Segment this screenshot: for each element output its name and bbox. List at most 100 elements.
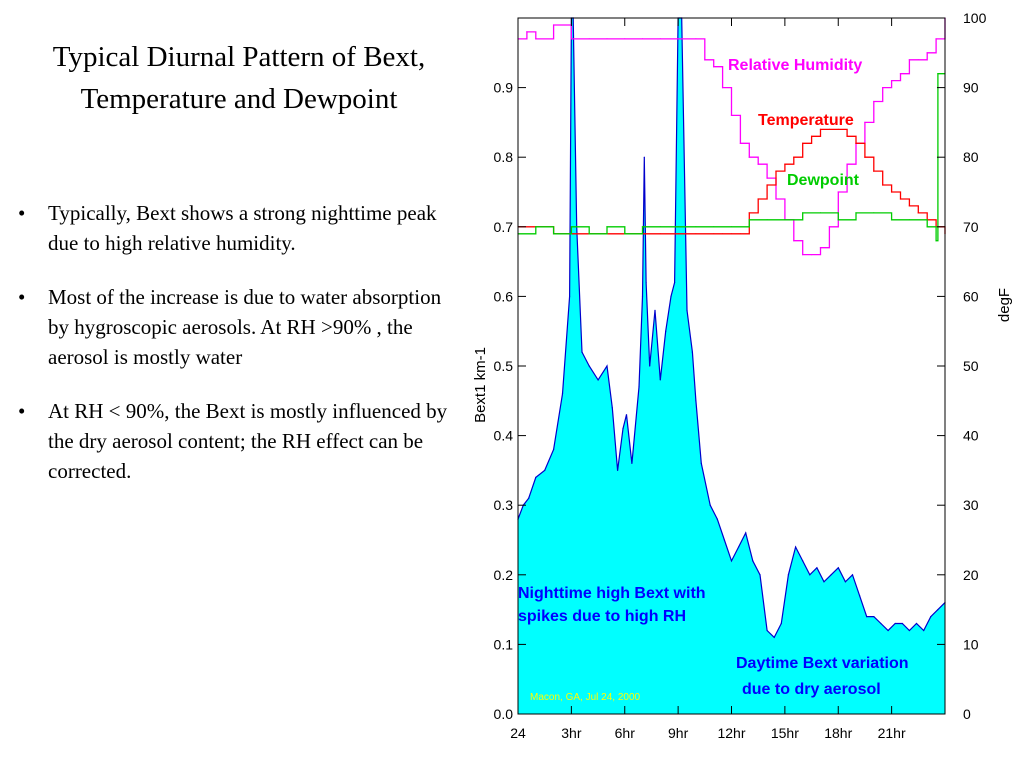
temperature-point (864, 156, 866, 158)
relative-humidity-point (811, 254, 813, 256)
bullet-marker: • (18, 399, 26, 423)
temperature-point (891, 191, 893, 193)
bext1-point (823, 581, 825, 583)
y-right-tick-label: 50 (963, 358, 979, 374)
night-annotation-line-2: spikes due to high RH (518, 608, 686, 625)
x-tick-label: 6hr (615, 725, 636, 741)
dewpoint-point (784, 219, 786, 221)
temperature-point (695, 233, 697, 235)
y-left-tick-label: 0.5 (494, 358, 514, 374)
temperature-point (677, 233, 679, 235)
bext1-point (691, 351, 693, 353)
bext1-point (894, 622, 896, 625)
bext1-point (780, 622, 782, 625)
y-left-tick-label: 0.4 (494, 428, 514, 444)
x-tick-label: 15hr (771, 725, 799, 741)
bext1-point (709, 504, 711, 506)
y-left-tick-label: 0.0 (494, 706, 514, 722)
temperature-point (766, 184, 768, 186)
temperature-point (748, 212, 750, 214)
dewpoint-point (730, 226, 733, 228)
bext1-point (873, 616, 875, 618)
dewpoint-point (766, 219, 768, 221)
bullet-text: Most of the increase is due to water abs… (48, 285, 442, 369)
temperature-point (775, 170, 777, 172)
y-left-tick-label: 0.2 (494, 567, 514, 583)
relative-humidity-point (535, 38, 537, 40)
bext1-point (766, 629, 768, 632)
bext1-point (802, 560, 804, 562)
bext1-point (915, 622, 918, 625)
relative-humidity-point (659, 38, 661, 40)
source-annotation: Macon, GA, Jul 24, 2000 (530, 692, 641, 703)
dewpoint-point (695, 226, 697, 228)
relative-humidity-point (570, 38, 572, 40)
temperature-point (855, 142, 857, 144)
bext1-point (553, 448, 555, 451)
temperature-point (882, 184, 884, 186)
bext1-point (759, 574, 761, 576)
bext1-point (686, 309, 688, 311)
dewpoint-point (873, 212, 875, 214)
bext1-point (930, 616, 932, 618)
dewpoint-point (748, 219, 750, 221)
y-right-tick-label: 70 (963, 219, 979, 235)
dewpoint-point (606, 226, 608, 228)
temperature-point (917, 212, 919, 214)
bext1-point (665, 330, 667, 332)
bullet-marker: • (18, 285, 26, 309)
dewpoint-point (570, 226, 572, 228)
dewpoint-point (891, 219, 893, 221)
bext1-point (787, 574, 789, 576)
relative-humidity-line (518, 18, 946, 256)
relative-humidity-point (891, 80, 893, 82)
bext1-point (588, 365, 590, 367)
bext1-point (569, 295, 571, 297)
bext1-point (631, 462, 633, 464)
relative-humidity-point (553, 24, 555, 26)
temperature-line (518, 128, 946, 235)
temperature-point (713, 233, 715, 235)
y-right-tick-label: 0 (963, 706, 971, 722)
bext1-point (866, 616, 868, 618)
relative-humidity-point (926, 52, 928, 54)
bullet-item: • At RH < 90%, the Bext is mostly influen… (18, 396, 458, 486)
bext1-point (851, 574, 854, 576)
x-tick-label: 12hr (717, 725, 745, 741)
x-tick-label: 18hr (824, 725, 852, 741)
y-right-tick-label: 40 (963, 428, 979, 444)
dewpoint-point (624, 233, 626, 235)
relative-humidity-point (802, 254, 804, 256)
y-right-tick-label: 80 (963, 149, 979, 165)
bext1-point (816, 567, 818, 569)
bext1-point (641, 295, 644, 297)
bext1-point (674, 281, 676, 284)
bext1-point (809, 574, 811, 576)
bext1-point (606, 365, 608, 367)
bext1-point (859, 595, 861, 597)
bext1-point (887, 629, 889, 632)
relative-humidity-point (624, 38, 626, 40)
temperature-point (802, 142, 804, 144)
night-annotation-line-1: Nighttime high Bext with (518, 585, 706, 602)
x-tick-label: 3hr (561, 725, 582, 741)
temperature-point (828, 128, 830, 130)
bullet-item: • Most of the increase is due to water ab… (18, 282, 458, 372)
relative-humidity-point (837, 191, 839, 193)
relative-humidity-point (757, 163, 759, 165)
dewpoint-point (837, 219, 839, 221)
bext1-point (617, 469, 619, 471)
bext1-point (738, 546, 740, 548)
bext1-point (643, 156, 645, 158)
y-right-tick-label: 60 (963, 288, 979, 304)
bext1-point (723, 539, 725, 541)
bext1-point (830, 574, 832, 576)
bext1-point (773, 636, 775, 639)
bext1-point (700, 462, 702, 464)
title-line-2: Temperature and Dewpoint (80, 83, 398, 115)
day-annotation-line-1: Daytime Bext variation (736, 655, 909, 672)
x-tick-label: 21hr (878, 725, 906, 741)
y-right-tick-label: 10 (963, 636, 979, 652)
relative-humidity-point (677, 38, 679, 40)
dewpoint-annotation: Dewpoint (787, 172, 860, 189)
